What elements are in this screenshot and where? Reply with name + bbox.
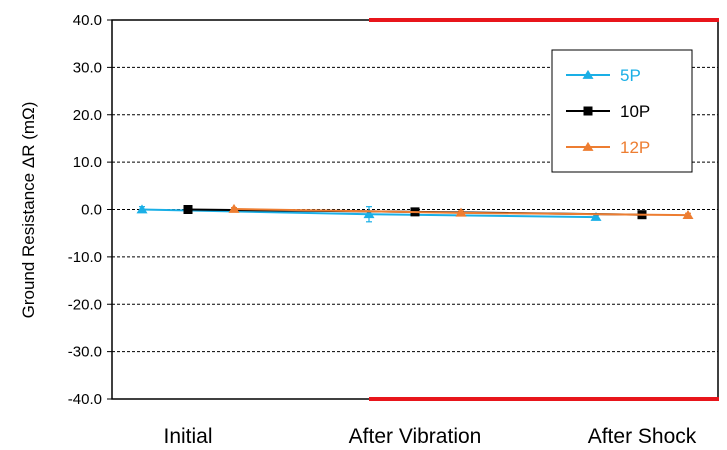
limit-lines: [369, 18, 719, 401]
legend-item-12P: 12P: [566, 138, 650, 157]
legend-label: 12P: [620, 138, 650, 157]
data-point: [455, 207, 467, 217]
y-tick-label: -30.0: [68, 344, 102, 361]
y-tick-label: 40.0: [73, 12, 102, 29]
legend-item-5P: 5P: [566, 66, 641, 85]
y-tick-label: 20.0: [73, 107, 102, 124]
legend-item-10P: 10P: [566, 102, 650, 121]
legend-marker: [583, 106, 593, 116]
series-group: [136, 203, 694, 223]
x-tick-label: After Vibration: [349, 425, 482, 448]
y-tick-label: -10.0: [68, 249, 102, 266]
legend-label: 5P: [620, 66, 641, 85]
data-point: [136, 204, 148, 214]
y-tick-label: -40.0: [68, 391, 102, 408]
legend: 5P 10P 12P: [551, 49, 693, 173]
legend-marker: [582, 141, 594, 151]
y-axis-label: Ground Resistance ΔR (mΩ): [19, 102, 38, 319]
x-tick-label: After Shock: [588, 425, 697, 448]
data-point: [183, 205, 193, 214]
series-5P: [136, 204, 602, 223]
x-tick-label: Initial: [163, 425, 212, 448]
data-point: [590, 211, 602, 221]
data-point: [682, 210, 694, 220]
y-tick-label: 30.0: [73, 59, 102, 76]
series-12P: [228, 203, 694, 220]
data-point: [363, 209, 375, 219]
data-point: [228, 203, 240, 213]
legend-marker: [582, 69, 594, 79]
legend-label: 10P: [620, 102, 650, 121]
y-tick-label: -20.0: [68, 296, 102, 313]
y-tick-label: 0.0: [81, 202, 102, 219]
grid-lines: [107, 19, 718, 400]
y-tick-label: 10.0: [73, 154, 102, 171]
tick-labels: 40.0 30.0 20.0 10.0 0.0 -10.0 -20.0 -30.0 -40.0 I…: [68, 12, 697, 448]
